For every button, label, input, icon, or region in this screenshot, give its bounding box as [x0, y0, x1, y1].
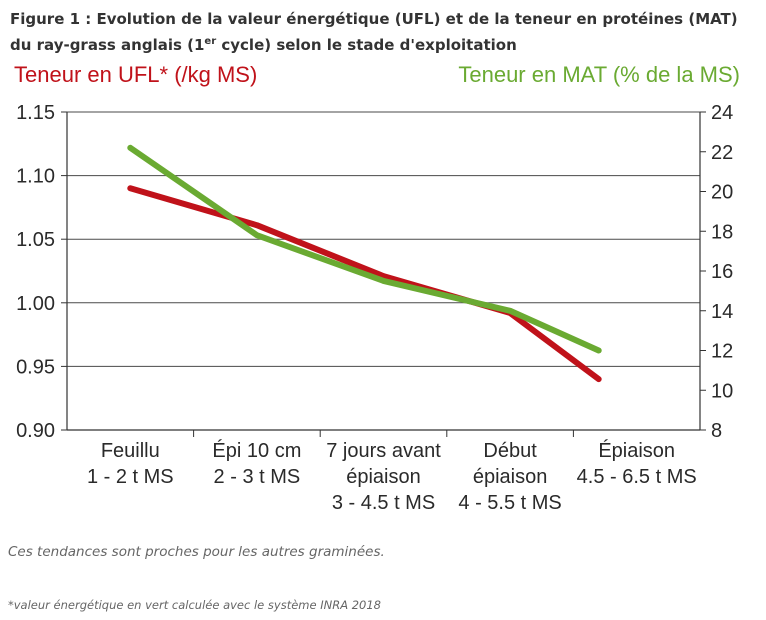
- category-label: épiaison: [346, 466, 421, 488]
- right-tick-label: 12: [711, 341, 733, 363]
- left-tick-label: 1.05: [16, 229, 55, 251]
- category-label: 1 - 2 t MS: [87, 466, 174, 488]
- figure-title: Figure 1 : Evolution de la valeur énergé…: [10, 6, 758, 58]
- line-chart: Teneur en UFL* (/kg MS) Teneur en MAT (%…: [14, 62, 740, 514]
- left-axis-ticks: 0.90 0.95 1.00 1.05 1.10 1.15: [16, 102, 67, 442]
- category-label: 4.5 - 6.5 t MS: [577, 466, 697, 488]
- mat-series-line: [127, 144, 602, 354]
- right-tick-label: 22: [711, 142, 733, 164]
- left-axis-title: Teneur en UFL* (/kg MS): [14, 62, 257, 87]
- figure-title-superscript: er: [204, 36, 217, 47]
- trend-note: Ces tendances sont proches pour les autr…: [8, 544, 385, 560]
- category-label: 2 - 3 t MS: [214, 466, 301, 488]
- right-axis-ticks: 8 10 12 14 16 18 20 22 24: [700, 102, 733, 442]
- right-tick-label: 18: [711, 221, 733, 243]
- category-labels: Feuillu 1 - 2 t MS Épi 10 cm 2 - 3 t MS 7 jo…: [87, 439, 697, 514]
- left-tick-label: 1.00: [16, 293, 55, 315]
- right-tick-label: 20: [711, 182, 733, 204]
- figure-title-main: Figure 1 : Evolution de la valeur énergé…: [10, 10, 738, 54]
- left-tick-label: 1.10: [16, 166, 55, 188]
- category-label: Épi 10 cm: [212, 439, 301, 462]
- right-tick-label: 10: [711, 380, 733, 402]
- left-tick-label: 1.15: [16, 102, 55, 124]
- category-label: Début: [483, 440, 537, 462]
- category-label: épiaison: [473, 466, 548, 488]
- left-tick-label: 0.90: [16, 420, 55, 442]
- right-tick-label: 8: [711, 420, 722, 442]
- category-label: Feuillu: [101, 440, 160, 462]
- category-label: 3 - 4.5 t MS: [332, 492, 435, 514]
- right-tick-label: 16: [711, 261, 733, 283]
- category-label: Épiaison: [598, 439, 675, 462]
- right-tick-label: 14: [711, 301, 733, 323]
- category-label: 7 jours avant: [326, 440, 441, 462]
- footnote: *valeur énergétique en vert calculée ave…: [8, 598, 381, 612]
- gridlines: [67, 111, 700, 367]
- figure-title-end: cycle) selon le stade d'exploitation: [216, 36, 517, 54]
- ufl-series-line: [127, 185, 602, 383]
- left-tick-label: 0.95: [16, 356, 55, 378]
- right-tick-label: 24: [711, 102, 733, 124]
- right-axis-title: Teneur en MAT (% de la MS): [458, 62, 740, 87]
- series-lines: [127, 144, 602, 383]
- category-label: 4 - 5.5 t MS: [458, 492, 561, 514]
